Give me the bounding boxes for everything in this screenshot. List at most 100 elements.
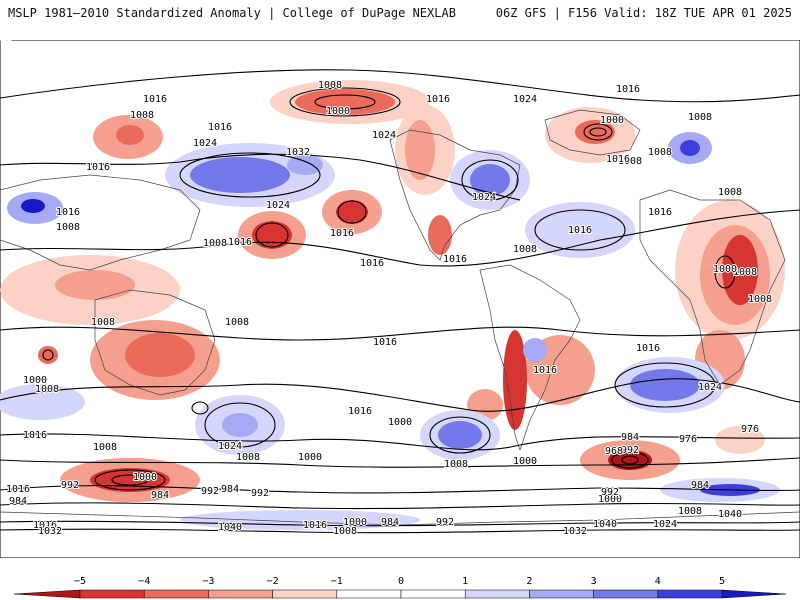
map-title: MSLP 1981–2010 Standardized Anomaly | Co… <box>8 6 456 20</box>
isobar-label: 1000 <box>598 494 622 505</box>
isobar-label: 992 <box>61 480 79 491</box>
isobar-label: 984 <box>221 484 239 495</box>
colorbar-bin <box>272 589 338 599</box>
colorbar: −5 −4 −3 −2 −1 0 1 2 3 4 5 <box>13 576 787 599</box>
isobar-label: 1024 <box>653 519 677 530</box>
isobar-label: 984 <box>691 480 709 491</box>
isobar-label: 1016 <box>56 207 80 218</box>
anomaly-shading <box>0 80 785 530</box>
colorbar-bin <box>13 589 81 599</box>
isobar-label: 1008 <box>648 147 672 158</box>
isobar-label: 1032 <box>563 526 587 537</box>
isobar-label: 1008 <box>618 156 642 167</box>
isobar-label: 1016 <box>33 520 57 531</box>
isobar-label: 1016 <box>568 225 592 236</box>
isobar-label: 1040 <box>593 519 617 530</box>
isobar-label: 992 <box>621 445 639 456</box>
colorbar-bin <box>464 589 530 599</box>
isobar-label: 1024 <box>218 441 242 452</box>
isobar-label: 1008 <box>678 506 702 517</box>
isobar-label: 1008 <box>35 384 59 395</box>
isobar-label: 1016 <box>330 228 354 239</box>
colorbar-tick-label: −2 <box>267 576 279 587</box>
isobar-label: 1008 <box>513 244 537 255</box>
isobar-label: 1016 <box>648 207 672 218</box>
isobar-label: 1016 <box>606 154 630 165</box>
isobar-label: 984 <box>381 517 399 528</box>
isobar-label: 1008 <box>444 459 468 470</box>
isobar-label: 992 <box>251 488 269 499</box>
isobar-label: 1008 <box>718 187 742 198</box>
isobar-label: 992 <box>601 487 619 498</box>
isobar-label: 1008 <box>318 80 342 91</box>
isobar-label: 1008 <box>733 267 757 278</box>
isobar-label: 992 <box>436 517 454 528</box>
isobar-label: 1016 <box>23 430 47 441</box>
isobar-label: 976 <box>741 424 759 435</box>
isobar-label: 1008 <box>225 317 249 328</box>
isobar-label: 1032 <box>286 147 310 158</box>
isobar-label: 1000 <box>298 452 322 463</box>
isobar-label: 1024 <box>372 130 396 141</box>
isobar-label: 976 <box>679 434 697 445</box>
isobar-contours <box>0 69 800 534</box>
isobar-label: 1008 <box>333 526 357 537</box>
colorbar-tick-label: −1 <box>331 576 343 587</box>
colorbar-tick-label: −4 <box>138 576 150 587</box>
isobar-label: 1016 <box>443 254 467 265</box>
isobar-label: 1008 <box>93 442 117 453</box>
isobar-label: 1040 <box>218 522 242 533</box>
isobar-label: 1016 <box>86 162 110 173</box>
isobar-label: 984 <box>9 496 27 507</box>
isobar-label: 1000 <box>713 264 737 275</box>
model-run-info: 06Z GFS | F156 Valid: 18Z TUE APR 01 202… <box>495 6 792 20</box>
colorbar-bin <box>336 589 402 599</box>
colorbar-tick-label: 0 <box>398 576 404 587</box>
isobar-label: 1032 <box>38 526 62 537</box>
isobar-label: 984 <box>621 432 639 443</box>
isobar-labels: 1008100010161008101610241032101610081016… <box>0 40 773 538</box>
isobar-label: 992 <box>201 486 219 497</box>
isobar-label: 1000 <box>326 106 350 117</box>
isobar-label: 968 <box>605 446 623 457</box>
isobar-label: 1000 <box>513 456 537 467</box>
isobar-label: 1008 <box>91 317 115 328</box>
colorbar-bin <box>208 589 273 599</box>
isobar-label: 1016 <box>636 343 660 354</box>
colorbar-bin <box>593 589 659 599</box>
isobar-label: 1000 <box>133 472 157 483</box>
isobar-label: 1008 <box>748 294 772 305</box>
colorbar-bin <box>657 589 723 599</box>
isobar-label: 1016 <box>533 365 557 376</box>
isobar-label: 984 <box>151 490 169 501</box>
isobar-label: 1024 <box>266 200 290 211</box>
colorbar-tick-label: −5 <box>74 576 86 587</box>
isobar-label: 1024 <box>193 138 217 149</box>
isobar-label: 1024 <box>698 382 722 393</box>
isobar-label: 1008 <box>203 238 227 249</box>
colorbar-tick-label: 5 <box>719 576 725 587</box>
isobar-label: 1024 <box>218 441 242 452</box>
isobar-label: 1000 <box>23 375 47 386</box>
colorbar-tick-label: 3 <box>591 576 597 587</box>
isobar-label: 1024 <box>513 94 537 105</box>
colorbar-bin <box>721 589 787 599</box>
isobar-label: 1008 <box>56 222 80 233</box>
isobar-label: 1024 <box>472 192 496 203</box>
colorbar-bin <box>143 589 209 599</box>
colorbar-tick-label: −3 <box>202 576 214 587</box>
anomaly-map: 1008100010161008101610241032101610081016… <box>0 40 800 558</box>
isobar-label: 1000 <box>600 115 624 126</box>
isobar-label: 1016 <box>360 258 384 269</box>
isobar-label: 1008 <box>130 110 154 121</box>
isobar-label: 1008 <box>688 112 712 123</box>
isobar-label: 1000 <box>343 517 367 528</box>
colorbar-tick-label: 1 <box>462 576 468 587</box>
isobar-label: 1016 <box>228 237 252 248</box>
isobar-label: 1016 <box>303 520 327 531</box>
colorbar-tick-label: 2 <box>526 576 532 587</box>
isobar-label: 1016 <box>373 337 397 348</box>
isobar-label: 1040 <box>718 509 742 520</box>
isobar-label: 1016 <box>143 94 167 105</box>
isobar-label: 1016 <box>348 406 372 417</box>
